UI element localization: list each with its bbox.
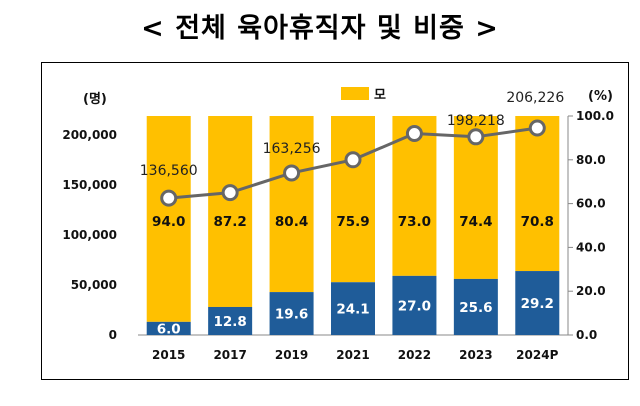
bar-father: [331, 282, 375, 335]
right-tick-label: 0.0: [576, 328, 597, 342]
mother-share-label: 94.0: [152, 214, 185, 230]
bar-father: [269, 292, 314, 335]
bar-father: [208, 306, 253, 335]
total-value-label: 163,256: [263, 141, 321, 157]
x-tick-label: 2021: [336, 348, 369, 362]
right-tick-label: 40.0: [576, 240, 606, 254]
total-point: [221, 184, 239, 202]
total-value-label: 206,226: [506, 90, 564, 106]
bar-father: [146, 321, 191, 335]
left-axis-unit: (명): [83, 91, 107, 107]
bar-mother: [331, 116, 375, 283]
legend-swatch-mother: [341, 87, 369, 100]
mother-share-label: 80.4: [275, 214, 308, 230]
mother-share-label: 70.8: [521, 214, 554, 230]
father-share-label: 27.0: [398, 298, 431, 314]
father-share-label: 19.6: [275, 307, 308, 323]
total-point: [160, 189, 178, 207]
x-tick-label: 2023: [459, 348, 492, 362]
mother-share-label: 87.2: [213, 214, 246, 230]
x-tick-label: 2019: [275, 348, 308, 362]
left-tick-label: 100,000: [62, 228, 117, 242]
total-point: [528, 119, 546, 137]
bar-father: [453, 278, 498, 335]
right-tick-label: 100.0: [576, 109, 614, 123]
total-point: [405, 125, 423, 143]
x-tick-label: 2015: [152, 348, 185, 362]
chart-frame: [41, 62, 629, 380]
total-point: [467, 128, 485, 146]
left-tick-label: 50,000: [71, 278, 117, 292]
x-tick-label: 2024P: [516, 348, 558, 362]
mother-share-label: 75.9: [336, 214, 369, 230]
bar-mother: [146, 116, 191, 322]
bar-mother: [392, 116, 437, 276]
mother-share-label: 73.0: [398, 214, 431, 230]
left-tick-label: 200,000: [62, 128, 117, 142]
mother-share-label: 74.4: [459, 214, 492, 230]
right-tick-label: 20.0: [576, 284, 606, 298]
total-value-label: 136,560: [140, 163, 198, 179]
right-axis-unit: (%): [588, 89, 613, 104]
bar-mother: [269, 116, 314, 293]
father-share-label: 25.6: [459, 300, 492, 316]
total-value-label: 198,218: [447, 113, 505, 129]
father-share-label: 29.2: [521, 296, 554, 312]
x-tick-label: 2017: [213, 348, 246, 362]
bar-mother: [208, 116, 253, 307]
chart-title: < 전체 육아휴직자 및 비중 >: [141, 13, 499, 44]
father-share-label: 6.0: [157, 321, 181, 337]
bar-mother: [515, 116, 560, 272]
total-point: [283, 164, 301, 182]
legend-label-mother: 모: [374, 88, 386, 103]
right-tick-label: 60.0: [576, 197, 606, 211]
total-point: [344, 151, 362, 169]
father-share-label: 24.1: [336, 302, 369, 318]
left-tick-label: 0: [109, 328, 117, 342]
father-share-label: 12.8: [213, 314, 246, 330]
x-tick-label: 2022: [398, 348, 431, 362]
bar-father: [515, 271, 560, 335]
left-tick-label: 150,000: [62, 178, 117, 192]
bar-father: [392, 275, 437, 335]
right-tick-label: 80.0: [576, 153, 606, 167]
